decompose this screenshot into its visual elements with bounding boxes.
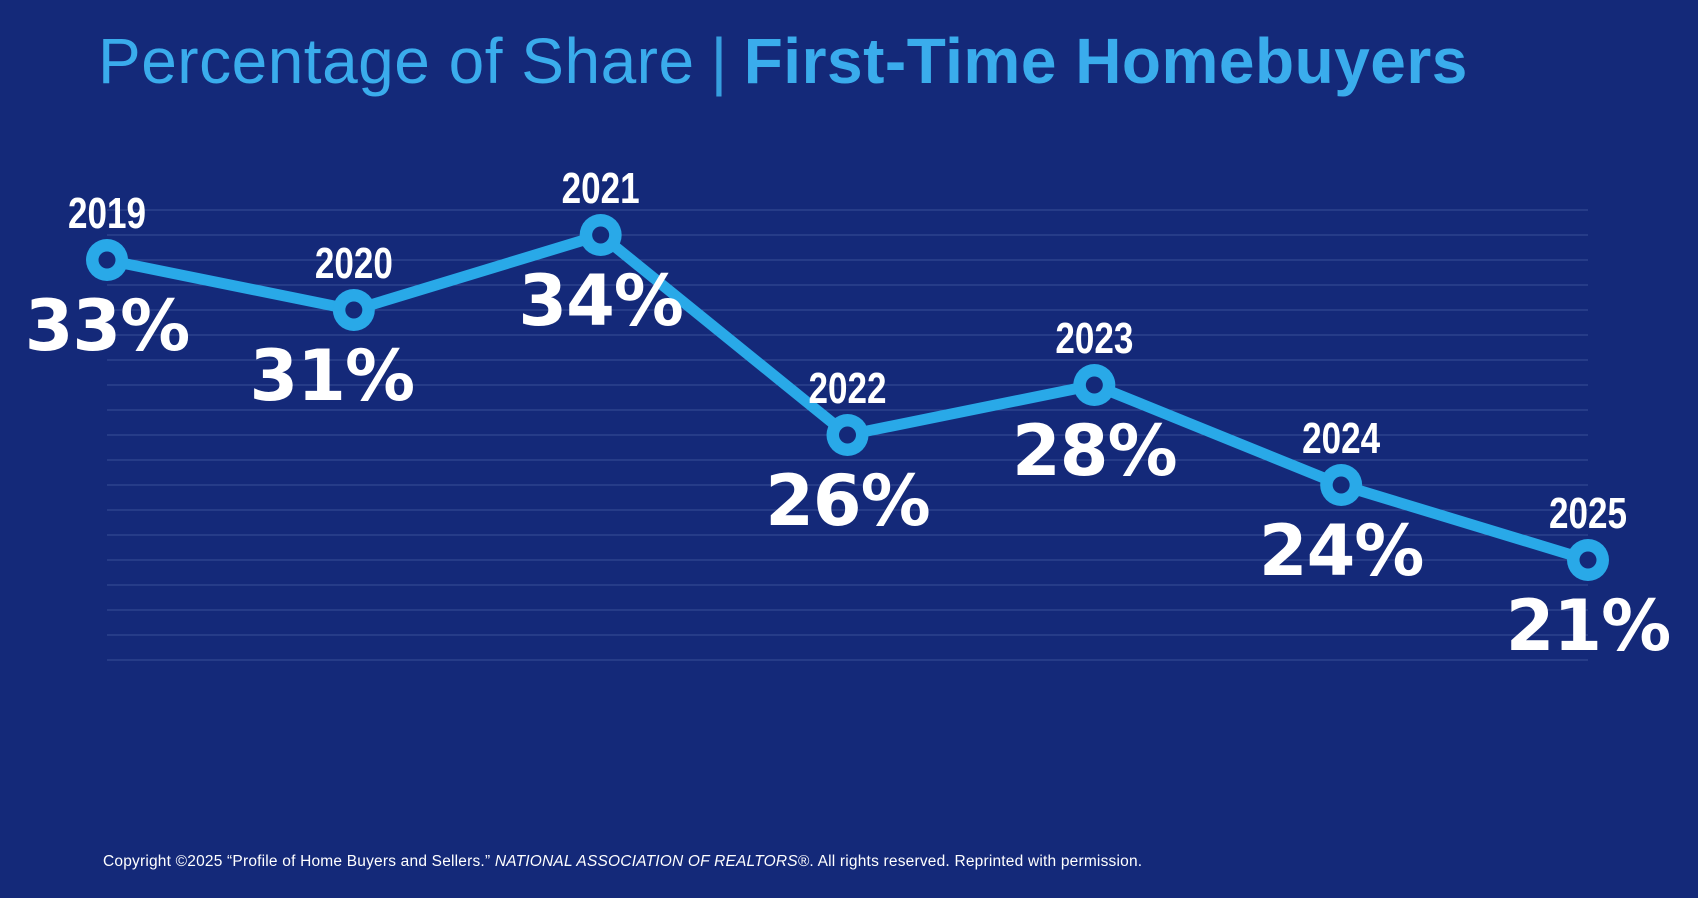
value-label-2021: 34% [518, 260, 683, 342]
copyright-suffix: . All rights reserved. Reprinted with pe… [809, 853, 1143, 870]
data-point-hole-2022 [839, 426, 856, 444]
year-label-2019: 2019 [68, 189, 146, 238]
copyright-prefix: Copyright ©2025 “Profile of Home Buyers … [103, 853, 495, 870]
copyright-org: NATIONAL ASSOCIATION OF REALTORS® [494, 853, 810, 870]
chart-title: Percentage of Share | First-Time Homebuyer… [98, 25, 1468, 97]
value-label-2019: 33% [25, 285, 190, 367]
year-label-2023: 2023 [1055, 314, 1133, 363]
data-point-hole-2021 [592, 226, 610, 244]
value-label-2023: 28% [1012, 410, 1177, 492]
data-point-hole-2020 [345, 301, 363, 319]
title-light-segment: Percentage of Share [98, 25, 695, 97]
title-bold-segment: First-Time Homebuyers [743, 25, 1468, 97]
value-label-2024: 24% [1259, 510, 1424, 592]
value-label-2025: 21% [1506, 585, 1671, 667]
title-divider: | [710, 25, 728, 97]
value-label-2020: 31% [250, 335, 415, 417]
data-point-hole-2019 [98, 251, 116, 269]
copyright-note: Copyright ©2025 “Profile of Home Buyers … [103, 853, 1142, 871]
data-point-hole-2024 [1332, 476, 1350, 494]
data-point-hole-2025 [1579, 551, 1597, 569]
year-label-2021: 2021 [562, 164, 640, 213]
year-label-2025: 2025 [1549, 489, 1627, 538]
year-label-2024: 2024 [1302, 414, 1380, 463]
year-label-2020: 2020 [315, 239, 393, 288]
value-label-2022: 26% [765, 460, 930, 542]
year-label-2022: 2022 [809, 364, 887, 413]
data-point-hole-2023 [1085, 376, 1103, 394]
